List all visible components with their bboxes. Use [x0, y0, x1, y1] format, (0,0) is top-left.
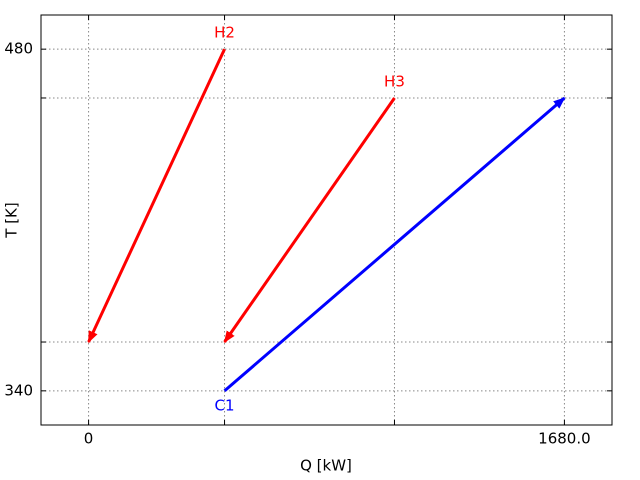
stream-label: H3: [384, 72, 405, 90]
stream-arrow: [223, 96, 566, 392]
stream-label: C1: [215, 396, 235, 414]
y-tick-label: 340: [4, 381, 33, 399]
stream-label: H2: [214, 24, 235, 42]
x-tick-label: 0: [84, 430, 94, 448]
y-tick-label: 480: [4, 40, 33, 58]
stream-arrow: [87, 48, 226, 344]
plot-frame: [40, 14, 613, 426]
x-axis-label: Q [kW]: [300, 457, 352, 475]
y-axis-label: T [K]: [3, 202, 21, 238]
x-tick-label: 1680.0: [538, 430, 591, 448]
stream-arrow: [223, 97, 396, 344]
